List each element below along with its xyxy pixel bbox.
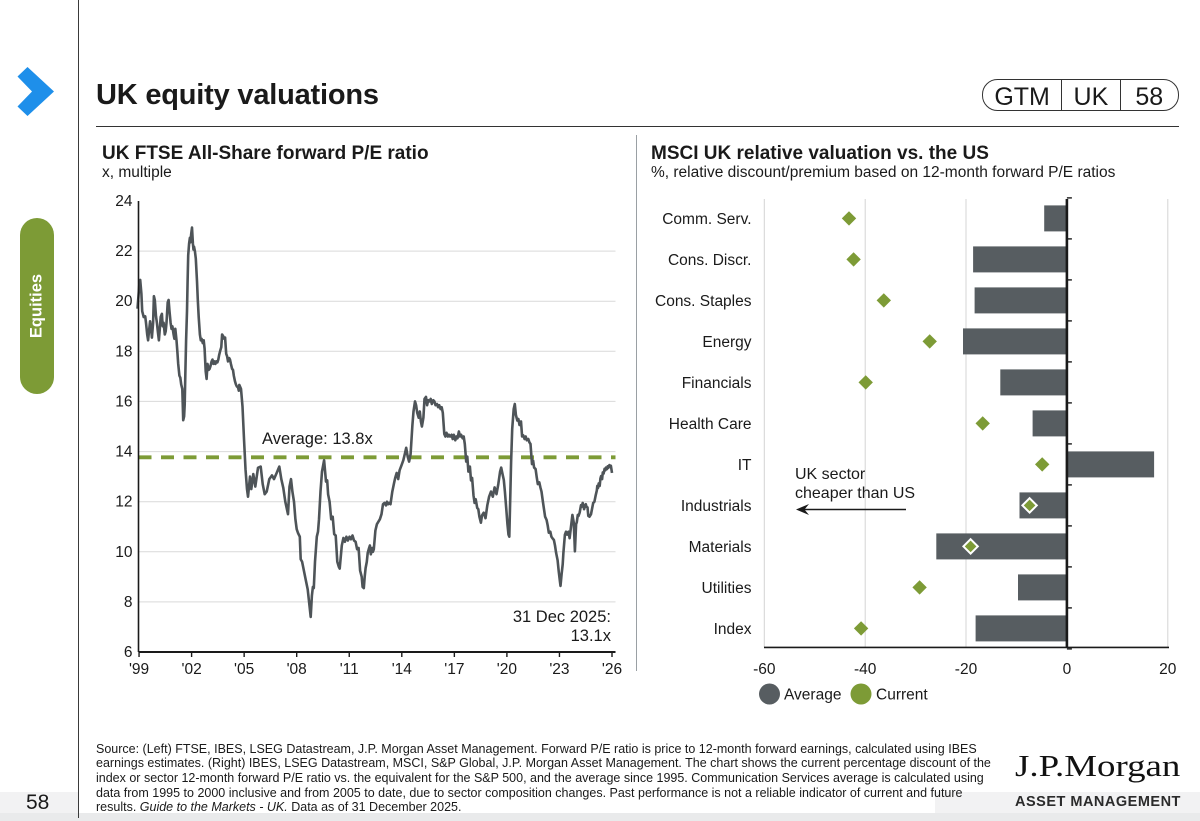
svg-text:Comm. Serv.: Comm. Serv. — [662, 211, 751, 228]
svg-text:cheaper than US: cheaper than US — [795, 485, 915, 502]
svg-text:Health Care: Health Care — [669, 416, 752, 433]
svg-text:20: 20 — [1159, 661, 1177, 678]
svg-text:10: 10 — [115, 544, 133, 561]
svg-text:Materials: Materials — [689, 539, 752, 556]
svg-text:14: 14 — [115, 444, 133, 461]
svg-text:13.1x: 13.1x — [571, 627, 612, 645]
svg-text:18: 18 — [115, 343, 132, 360]
svg-text:Average: Average — [784, 687, 841, 704]
svg-text:Index: Index — [714, 621, 752, 638]
svg-text:'20: '20 — [497, 661, 518, 678]
svg-text:Current: Current — [876, 687, 928, 704]
svg-text:Financials: Financials — [682, 375, 752, 392]
svg-text:'05: '05 — [234, 661, 254, 678]
svg-text:Industrials: Industrials — [681, 498, 752, 515]
svg-text:-40: -40 — [854, 661, 877, 678]
svg-text:'17: '17 — [444, 661, 464, 678]
svg-text:UK sector: UK sector — [795, 466, 866, 483]
svg-text:Energy: Energy — [702, 334, 751, 351]
svg-text:24: 24 — [115, 193, 133, 210]
svg-text:Cons. Discr.: Cons. Discr. — [668, 252, 752, 269]
svg-text:Cons. Staples: Cons. Staples — [655, 293, 752, 310]
svg-text:'99: '99 — [129, 661, 149, 678]
svg-text:'14: '14 — [392, 661, 413, 678]
svg-text:Utilities: Utilities — [702, 580, 752, 597]
svg-text:-20: -20 — [955, 661, 978, 678]
svg-text:12: 12 — [115, 494, 132, 511]
svg-text:22: 22 — [115, 243, 132, 260]
svg-text:'02: '02 — [181, 661, 201, 678]
svg-text:16: 16 — [115, 393, 132, 410]
svg-text:Average: 13.8x: Average: 13.8x — [262, 430, 373, 448]
svg-text:0: 0 — [1063, 661, 1072, 678]
svg-text:6: 6 — [124, 644, 133, 661]
svg-text:20: 20 — [115, 293, 133, 310]
svg-text:'11: '11 — [340, 661, 359, 678]
svg-text:IT: IT — [738, 457, 752, 474]
svg-text:-60: -60 — [753, 661, 776, 678]
svg-text:8: 8 — [124, 594, 133, 611]
svg-text:31 Dec 2025:: 31 Dec 2025: — [513, 608, 611, 626]
svg-text:'23: '23 — [549, 661, 569, 678]
svg-text:'26: '26 — [602, 661, 622, 678]
svg-text:'08: '08 — [287, 661, 307, 678]
